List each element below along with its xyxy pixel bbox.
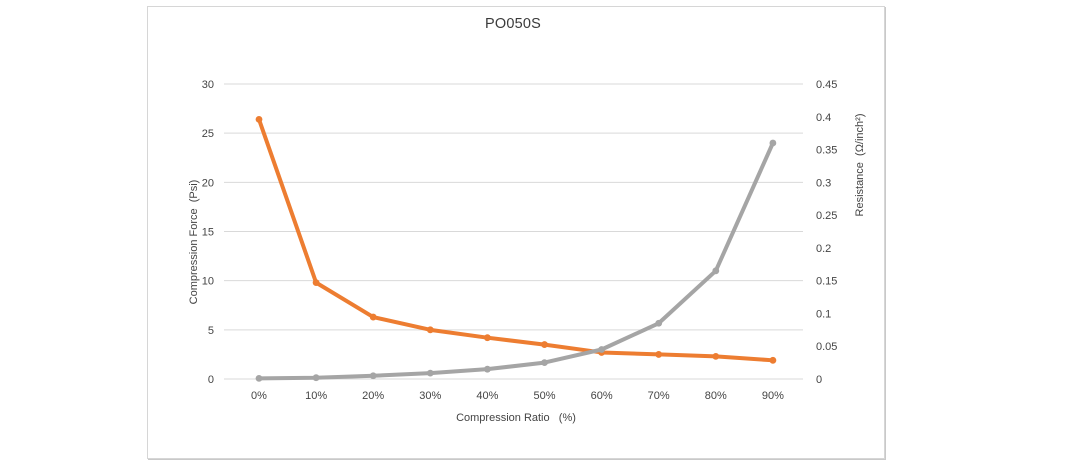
- x-axis-tick: 20%: [362, 390, 384, 402]
- left-axis-tick: 20: [202, 177, 214, 189]
- x-axis-tick: 30%: [419, 390, 441, 402]
- data-point: [484, 334, 491, 342]
- right-axis-tick: 0.4: [816, 112, 831, 124]
- data-point: [426, 326, 434, 334]
- data-point: [255, 116, 263, 123]
- data-point: [712, 267, 720, 275]
- right-axis-tick: 0.35: [816, 145, 837, 157]
- x-axis-tick: 90%: [762, 390, 784, 402]
- data-point: [426, 369, 434, 377]
- left-axis-tick: 5: [208, 325, 214, 337]
- left-axis-tick: 30: [202, 79, 214, 91]
- x-axis-tick: 50%: [533, 390, 555, 402]
- data-point: [369, 372, 377, 380]
- data-point: [769, 356, 777, 364]
- left-axis-tick: 15: [202, 227, 214, 239]
- chart-title: PO050S: [484, 16, 542, 32]
- data-point: [369, 313, 377, 321]
- left-axis-tick: 0: [208, 374, 214, 386]
- data-point: [484, 365, 491, 373]
- left-axis-tick: 10: [202, 276, 214, 288]
- x-axis-tick: 70%: [648, 390, 670, 402]
- series-line-compression-force: [257, 117, 775, 363]
- left-axis-tick: 25: [202, 128, 214, 140]
- data-point: [255, 374, 263, 382]
- data-point: [541, 359, 548, 367]
- x-axis-tick: 40%: [476, 390, 498, 402]
- right-axis-tick: 0.1: [816, 308, 831, 320]
- right-axis-tick: 0.2: [816, 243, 831, 255]
- data-point: [598, 346, 605, 353]
- plot-svg: 0 5 10 15 20 25 30 0 0.05 0.1 0.15 0.2 0.25 0.3 0.35 0.…: [202, 79, 838, 402]
- x-axis-tick: 0%: [251, 390, 267, 402]
- right-axis-tick: 0.25: [816, 210, 837, 222]
- data-point: [712, 352, 720, 360]
- right-axis-tick: 0: [816, 374, 822, 386]
- chart-panel: PO050S Compression Force (Psi) Resistanc…: [147, 6, 885, 459]
- right-axis-tick: 0.15: [816, 276, 837, 288]
- series-line-resistance: [257, 141, 775, 381]
- data-point: [541, 341, 548, 348]
- right-axis-tick: 0.3: [816, 177, 831, 189]
- x-axis-tick: 60%: [591, 390, 613, 402]
- x-axis-tick: 10%: [305, 390, 327, 402]
- data-point: [655, 319, 663, 327]
- data-point: [655, 351, 663, 358]
- x-axis-tick: 80%: [705, 390, 727, 402]
- data-point: [769, 139, 777, 147]
- right-axis-tick: 0.45: [816, 79, 837, 91]
- x-axis-title: Compression Ratio (%): [456, 412, 576, 424]
- data-point: [312, 374, 320, 382]
- right-axis-tick: 0.05: [816, 341, 837, 353]
- data-point: [312, 279, 320, 287]
